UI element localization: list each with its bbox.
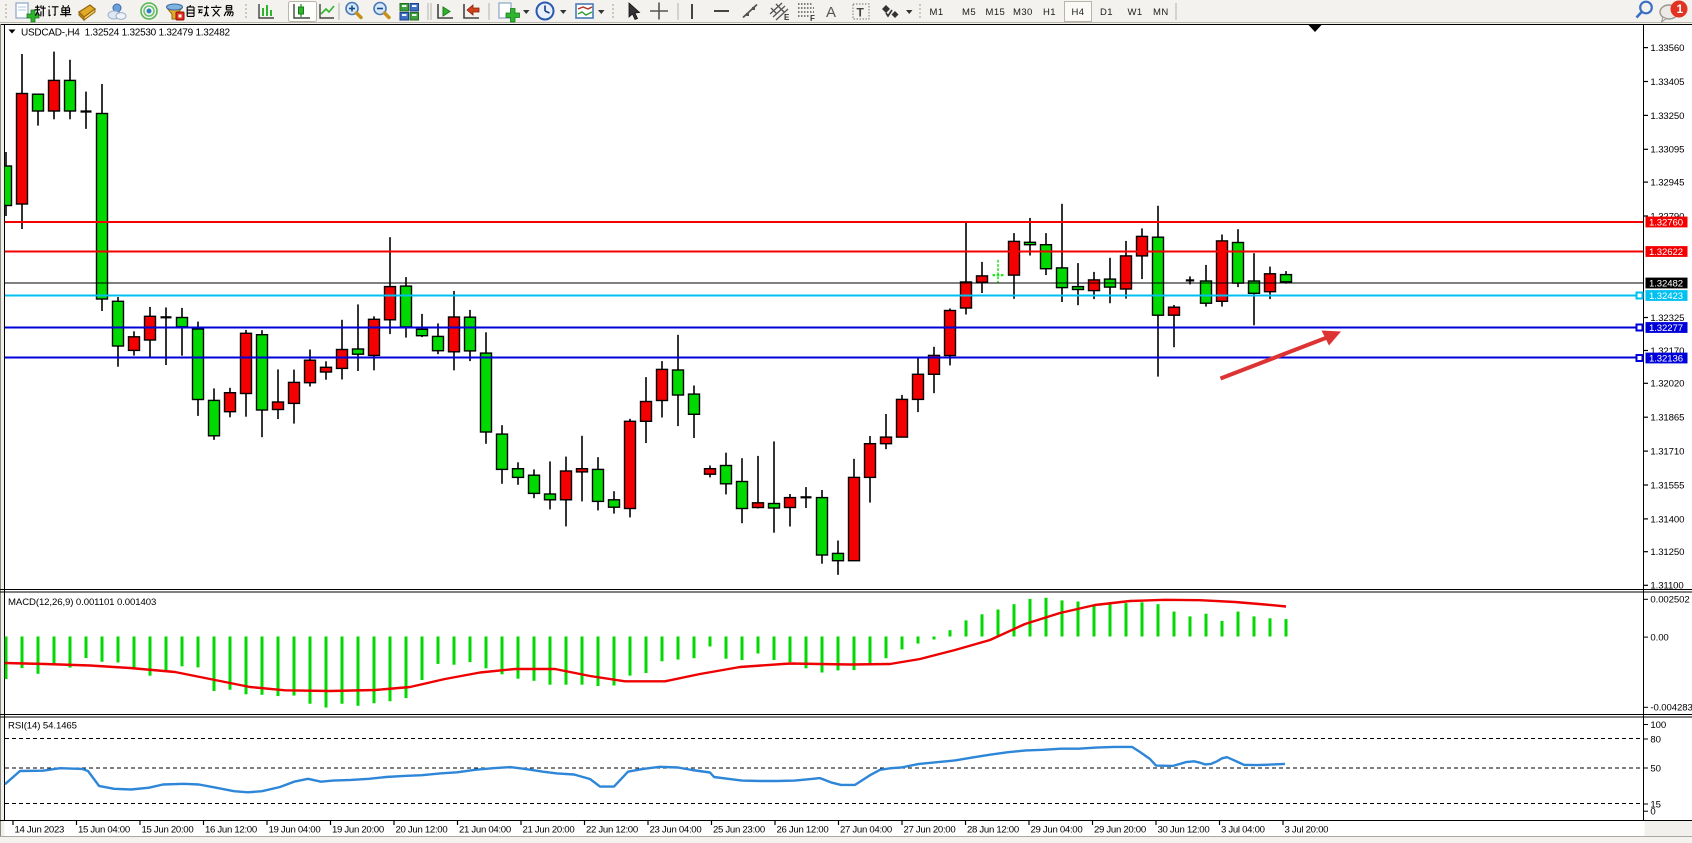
svg-text:D1: D1 xyxy=(1100,7,1113,18)
svg-text:1.32945: 1.32945 xyxy=(1650,178,1684,189)
svg-text:27 Jun 04:00: 27 Jun 04:00 xyxy=(840,825,892,836)
svg-text:1.33560: 1.33560 xyxy=(1650,43,1684,54)
svg-text:E: E xyxy=(784,13,790,22)
svg-text:M1: M1 xyxy=(930,7,944,18)
svg-text:20 Jun 12:00: 20 Jun 12:00 xyxy=(396,825,448,836)
svg-text:1.33405: 1.33405 xyxy=(1650,77,1684,88)
svg-text:3 Jul 20:00: 3 Jul 20:00 xyxy=(1285,825,1329,836)
svg-text:15 Jun 04:00: 15 Jun 04:00 xyxy=(78,825,130,836)
svg-text:1.31710: 1.31710 xyxy=(1650,447,1684,458)
svg-text:H4: H4 xyxy=(1072,7,1085,18)
svg-text:27 Jun 20:00: 27 Jun 20:00 xyxy=(904,825,956,836)
svg-text:29 Jun 04:00: 29 Jun 04:00 xyxy=(1031,825,1083,836)
svg-text:USDCAD-,H4 1.32524 1.32530 1.: USDCAD-,H4 1.32524 1.32530 1.32479 1.324… xyxy=(21,28,231,39)
svg-text:0.002502: 0.002502 xyxy=(1650,595,1689,606)
svg-text:1.32136: 1.32136 xyxy=(1649,353,1683,364)
svg-text:0.00: 0.00 xyxy=(1650,633,1668,644)
svg-text:1.32482: 1.32482 xyxy=(1649,278,1683,289)
svg-text:19 Jun 04:00: 19 Jun 04:00 xyxy=(269,825,321,836)
svg-text:21 Jun 04:00: 21 Jun 04:00 xyxy=(459,825,511,836)
svg-text:1.31400: 1.31400 xyxy=(1650,514,1684,525)
svg-text:M5: M5 xyxy=(962,7,976,18)
svg-text:14 Jun 2023: 14 Jun 2023 xyxy=(15,825,65,836)
svg-text:1.32325: 1.32325 xyxy=(1650,313,1684,324)
svg-text:1.32020: 1.32020 xyxy=(1650,379,1684,390)
svg-text:1.32277: 1.32277 xyxy=(1649,323,1683,334)
svg-text:15: 15 xyxy=(1650,799,1660,810)
svg-text:100: 100 xyxy=(1650,720,1666,731)
svg-text:1.31865: 1.31865 xyxy=(1650,413,1684,424)
svg-text:3 Jul 04:00: 3 Jul 04:00 xyxy=(1221,825,1265,836)
svg-text:19 Jun 20:00: 19 Jun 20:00 xyxy=(332,825,384,836)
svg-text:1.31250: 1.31250 xyxy=(1650,547,1684,558)
svg-text:-0.004283: -0.004283 xyxy=(1650,703,1692,714)
svg-text:26 Jun 12:00: 26 Jun 12:00 xyxy=(777,825,829,836)
svg-text:T: T xyxy=(857,6,865,20)
svg-text:29 Jun 20:00: 29 Jun 20:00 xyxy=(1094,825,1146,836)
svg-text:15 Jun 20:00: 15 Jun 20:00 xyxy=(142,825,194,836)
svg-text:H1: H1 xyxy=(1043,7,1056,18)
svg-text:30 Jun 12:00: 30 Jun 12:00 xyxy=(1158,825,1210,836)
svg-text:1.31555: 1.31555 xyxy=(1650,480,1684,491)
svg-text:23 Jun 04:00: 23 Jun 04:00 xyxy=(650,825,702,836)
svg-text:25 Jun 23:00: 25 Jun 23:00 xyxy=(713,825,765,836)
svg-text:RSI(14) 54.1465: RSI(14) 54.1465 xyxy=(8,721,77,732)
svg-text:A: A xyxy=(826,4,836,21)
svg-text:22 Jun 12:00: 22 Jun 12:00 xyxy=(586,825,638,836)
svg-text:1.32170: 1.32170 xyxy=(1650,346,1684,357)
svg-text:28 Jun 12:00: 28 Jun 12:00 xyxy=(967,825,1019,836)
svg-text:M15: M15 xyxy=(986,7,1006,18)
svg-text:1.33250: 1.33250 xyxy=(1650,111,1684,122)
svg-text:MACD(12,26,9) 0.001101 0.00140: MACD(12,26,9) 0.001101 0.001403 xyxy=(8,597,156,608)
svg-text:1.33095: 1.33095 xyxy=(1650,145,1684,156)
svg-text:1.32622: 1.32622 xyxy=(1649,247,1683,258)
svg-text:F: F xyxy=(810,14,815,23)
svg-text:16 Jun 12:00: 16 Jun 12:00 xyxy=(205,825,257,836)
svg-text:1.31100: 1.31100 xyxy=(1650,581,1683,592)
svg-text:80: 80 xyxy=(1650,734,1660,745)
svg-text:1.32760: 1.32760 xyxy=(1649,217,1683,228)
svg-text:MN: MN xyxy=(1153,7,1169,18)
svg-text:1: 1 xyxy=(1677,2,1684,16)
svg-text:50: 50 xyxy=(1650,763,1660,774)
svg-text:21 Jun 20:00: 21 Jun 20:00 xyxy=(523,825,575,836)
svg-text:0: 0 xyxy=(1650,807,1655,818)
svg-text:M30: M30 xyxy=(1013,7,1033,18)
svg-text:W1: W1 xyxy=(1128,7,1143,18)
svg-text:1.32423: 1.32423 xyxy=(1649,291,1683,302)
